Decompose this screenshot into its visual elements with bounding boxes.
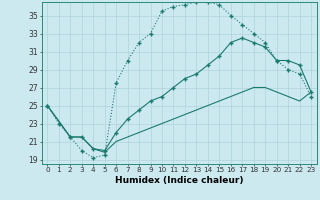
- X-axis label: Humidex (Indice chaleur): Humidex (Indice chaleur): [115, 176, 244, 185]
